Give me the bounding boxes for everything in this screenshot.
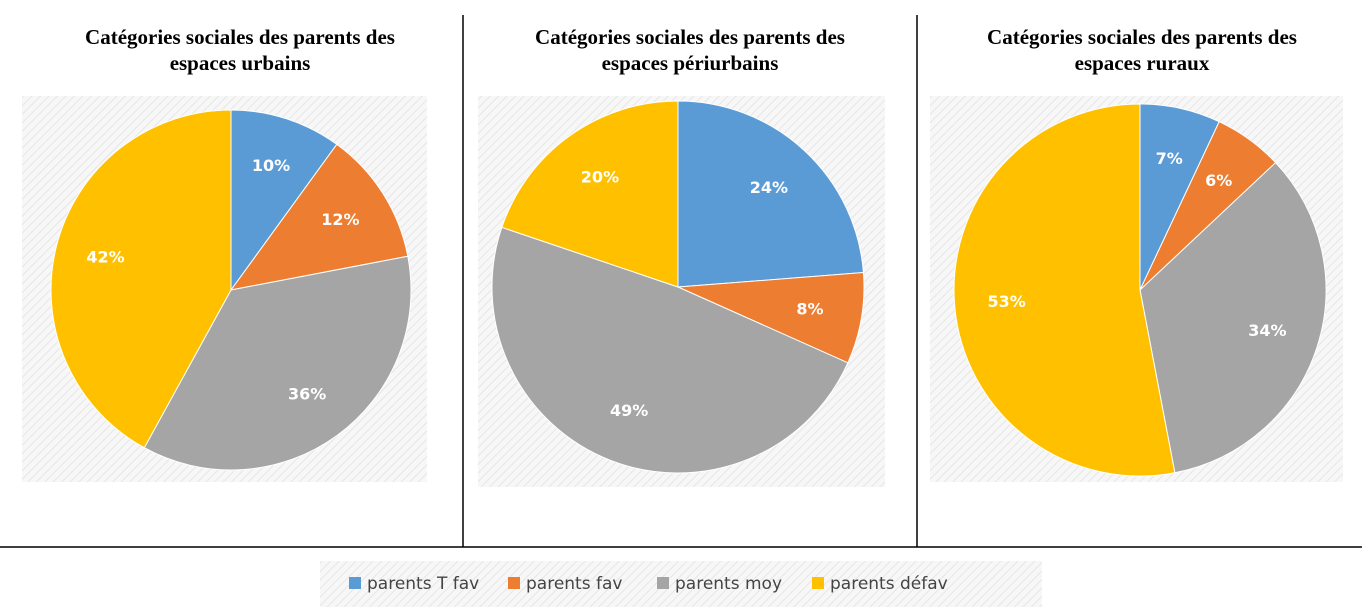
- legend-label: parents T fav: [367, 574, 479, 594]
- pie-slice: [1139, 161, 1327, 474]
- legend-box: [320, 561, 1042, 607]
- legend-label: parents défav: [830, 574, 948, 594]
- legend-label: parents fav: [526, 574, 622, 594]
- data-label: 7%: [1156, 149, 1183, 168]
- chart-title: espaces ruraux: [1075, 51, 1210, 75]
- pie-slice: [50, 109, 232, 449]
- legend-swatch: [657, 577, 669, 589]
- pie-slice: [491, 226, 849, 474]
- data-label: 42%: [86, 247, 124, 266]
- data-label: 20%: [581, 168, 619, 187]
- chart-title: Catégories sociales des parents des: [987, 25, 1297, 49]
- pie-slice: [677, 272, 865, 364]
- pie-slice: [677, 100, 864, 288]
- data-label: 49%: [610, 401, 648, 420]
- data-label: 12%: [321, 210, 359, 229]
- chart-title: espaces urbains: [170, 51, 311, 75]
- pie-slice: [501, 100, 679, 288]
- legend-swatch: [508, 577, 520, 589]
- pie-slice: [229, 143, 409, 291]
- legend-swatch: [812, 577, 824, 589]
- pie-slice: [230, 109, 338, 292]
- legend-swatch: [349, 577, 361, 589]
- chart-title: Catégories sociales des parents des: [535, 25, 845, 49]
- data-label: 53%: [988, 292, 1026, 311]
- data-label: 6%: [1205, 171, 1232, 190]
- pie-slice: [143, 255, 412, 471]
- data-label: 8%: [796, 299, 823, 318]
- data-label: 34%: [1248, 321, 1286, 340]
- data-label: 24%: [750, 178, 788, 197]
- legend-label: parents moy: [675, 574, 782, 594]
- data-label: 10%: [252, 156, 290, 175]
- data-label: 36%: [288, 384, 326, 403]
- chart-title: Catégories sociales des parents des: [85, 25, 395, 49]
- chart-title: espaces périurbains: [602, 51, 779, 75]
- pie-slice: [953, 103, 1176, 477]
